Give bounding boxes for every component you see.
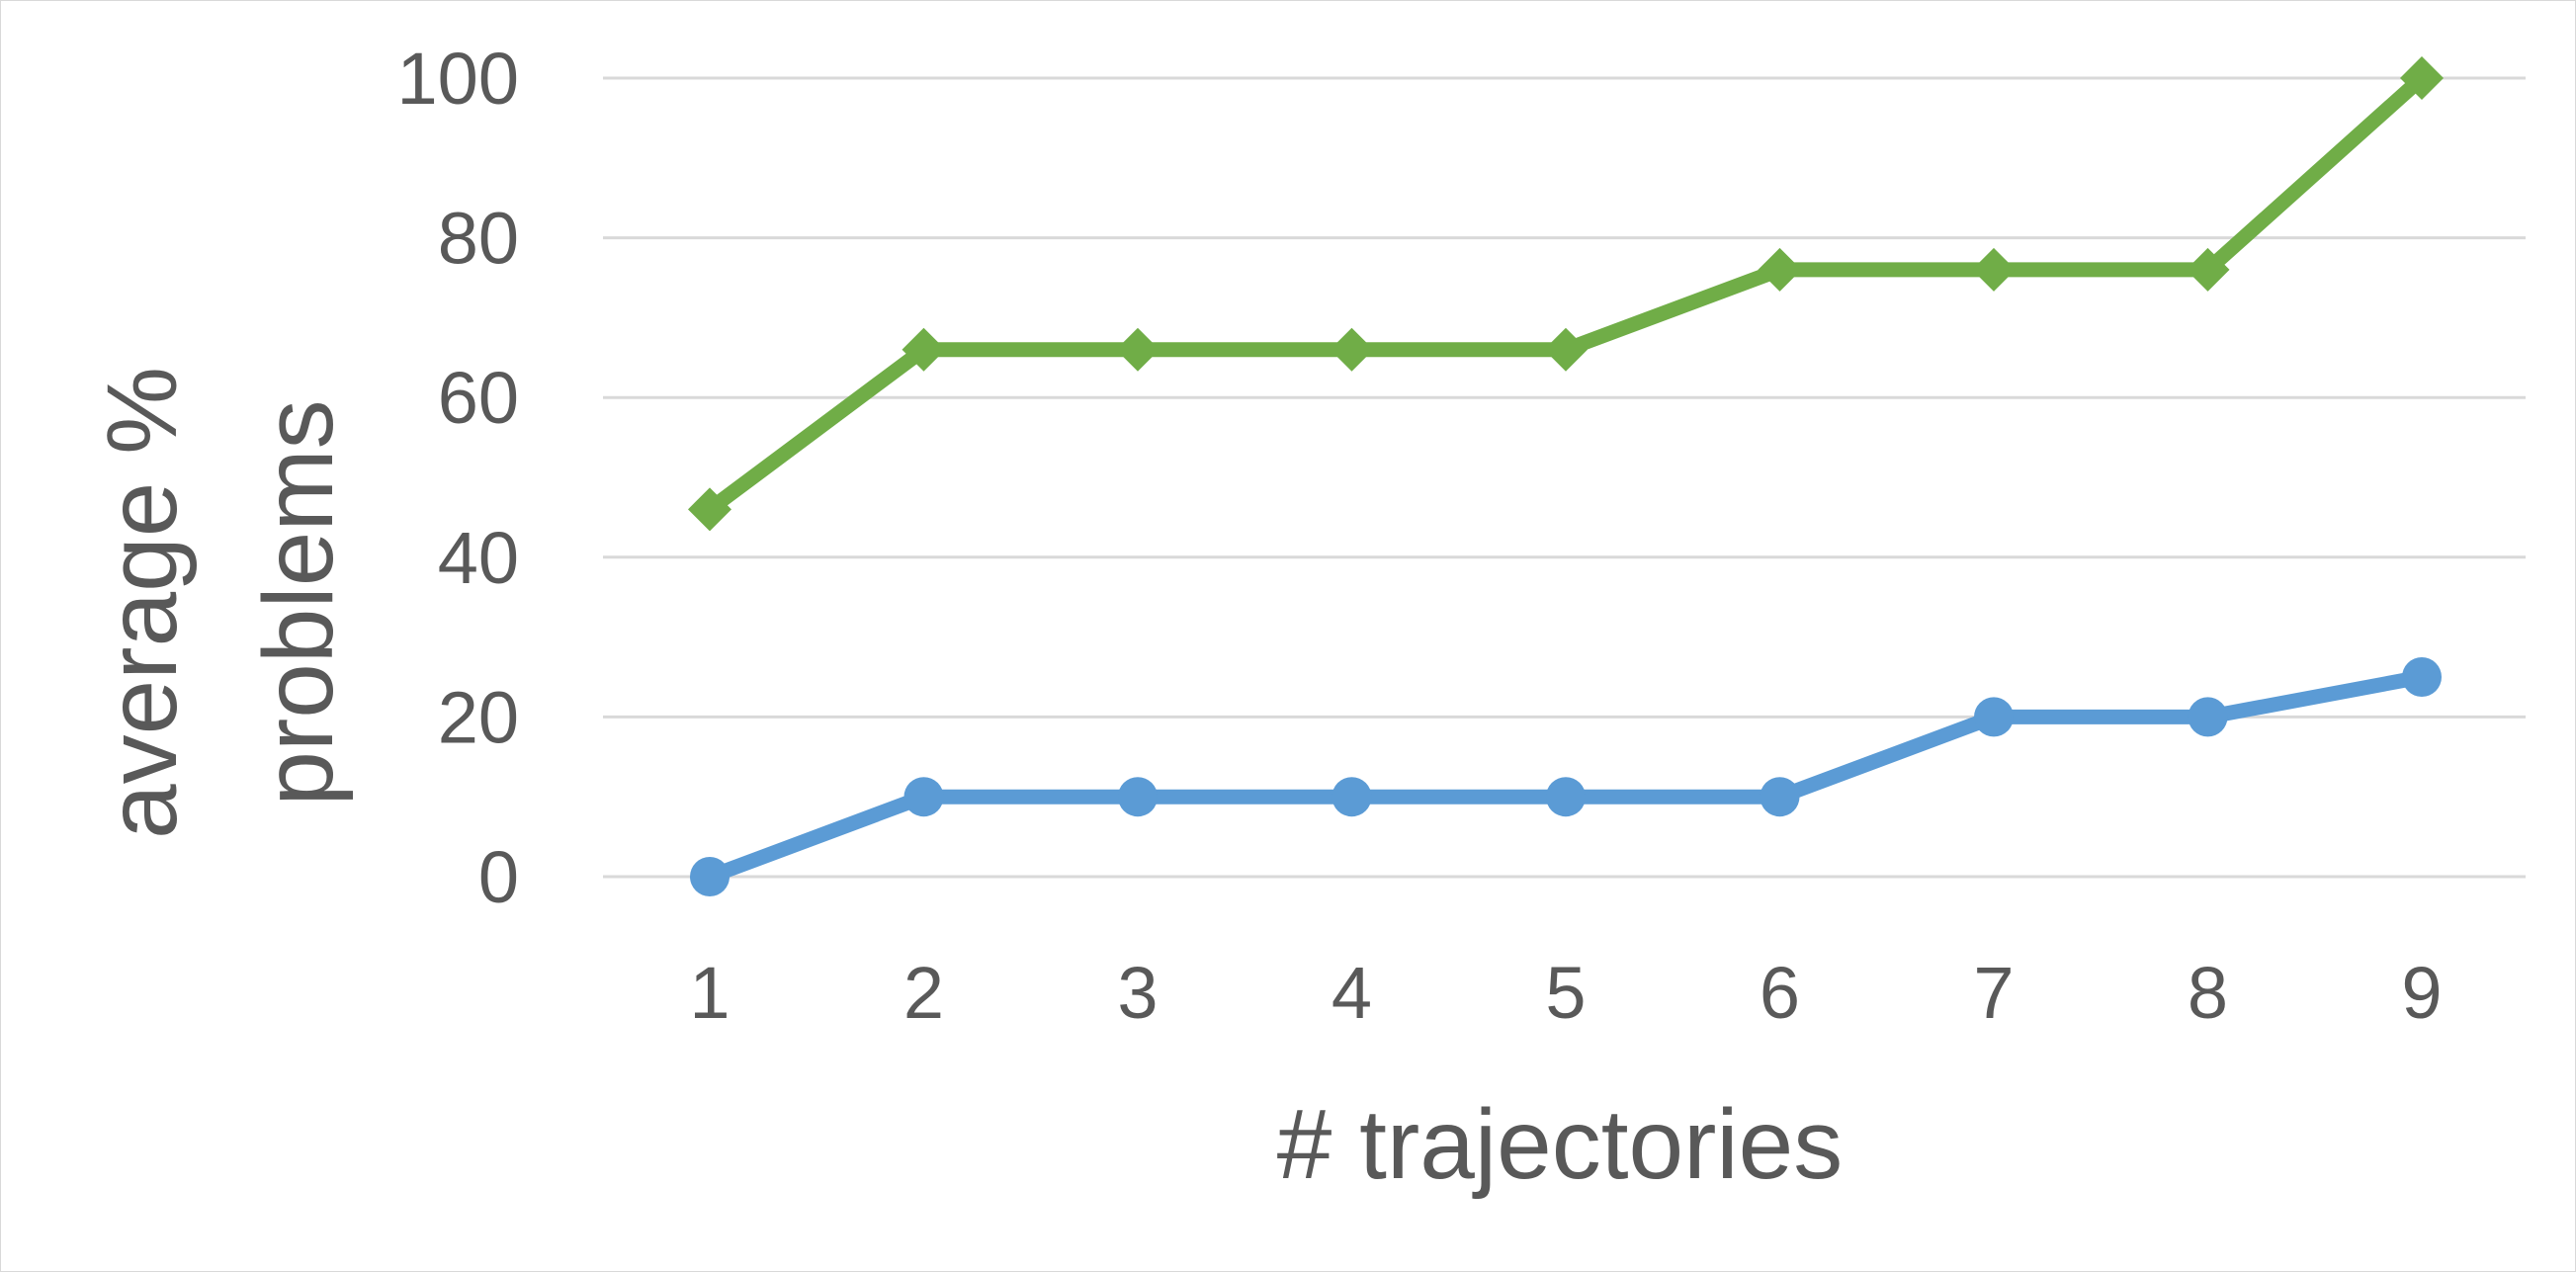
x-tick-label: 6 bbox=[1760, 952, 1800, 1034]
data-point bbox=[902, 327, 946, 372]
x-tick-label: 4 bbox=[1331, 952, 1372, 1034]
data-point bbox=[1972, 247, 2016, 292]
series-2-line bbox=[702, 669, 2430, 885]
y-tick-label: 60 bbox=[438, 357, 519, 439]
series-1-line bbox=[702, 70, 2430, 517]
data-point bbox=[1118, 777, 1158, 817]
data-point bbox=[1331, 777, 1372, 817]
data-point bbox=[1546, 777, 1586, 817]
data-point bbox=[2400, 56, 2444, 100]
data-point bbox=[2186, 247, 2230, 292]
y-tick-label: 40 bbox=[438, 517, 519, 599]
y-tick-label: 0 bbox=[478, 836, 519, 918]
series-2 bbox=[690, 657, 2442, 896]
y-axis-title-line-1: average % bbox=[87, 367, 198, 839]
x-tick-label: 7 bbox=[1973, 952, 2014, 1034]
x-axis-tick-labels: 1 2 3 4 5 6 7 8 9 bbox=[689, 952, 2442, 1034]
data-point bbox=[1974, 697, 2014, 737]
x-tick-label: 1 bbox=[689, 952, 730, 1034]
data-point bbox=[690, 857, 730, 896]
data-point bbox=[1544, 327, 1588, 372]
data-point bbox=[903, 777, 944, 817]
x-tick-label: 8 bbox=[2188, 952, 2228, 1034]
data-point bbox=[2188, 697, 2228, 737]
data-point bbox=[688, 487, 731, 532]
x-tick-label: 5 bbox=[1545, 952, 1586, 1034]
data-point bbox=[1330, 327, 1374, 372]
series-layer bbox=[688, 56, 2444, 896]
data-point bbox=[1758, 247, 1802, 292]
x-tick-label: 2 bbox=[903, 952, 944, 1034]
y-axis-tick-labels: 0 20 40 60 80 100 bbox=[397, 38, 519, 918]
data-point bbox=[1116, 327, 1159, 372]
series-1 bbox=[688, 56, 2444, 532]
y-tick-label: 100 bbox=[397, 38, 519, 120]
x-axis-title: # trajectories bbox=[1277, 1089, 1843, 1200]
y-axis-title-line-2: problems bbox=[243, 399, 354, 806]
gridlines bbox=[603, 76, 2526, 879]
y-tick-label: 80 bbox=[438, 198, 519, 280]
x-tick-label: 3 bbox=[1117, 952, 1158, 1034]
y-tick-label: 20 bbox=[438, 676, 519, 758]
data-point bbox=[2402, 657, 2442, 697]
x-tick-label: 9 bbox=[2401, 952, 2442, 1034]
data-point bbox=[1760, 777, 1800, 817]
